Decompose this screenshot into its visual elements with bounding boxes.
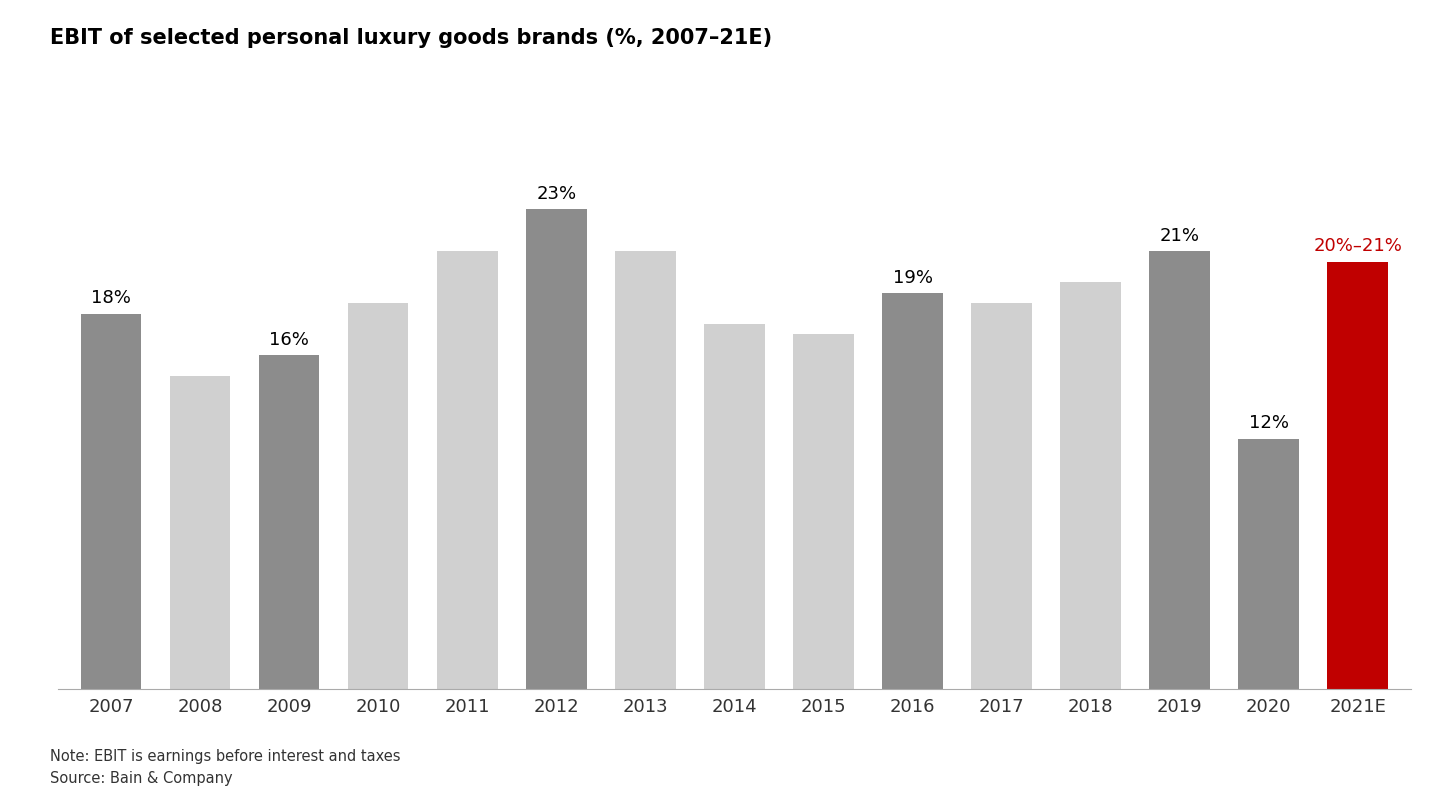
Bar (1060, 283, 1120, 688)
Text: 18%: 18% (91, 289, 131, 307)
Bar (1328, 262, 1388, 688)
Bar (436, 251, 498, 688)
Bar (704, 324, 765, 688)
Bar (1238, 438, 1299, 688)
Bar (81, 313, 141, 688)
Text: 20%–21%: 20%–21% (1313, 237, 1403, 255)
Bar (170, 376, 230, 688)
Bar (259, 356, 320, 688)
Text: 21%: 21% (1159, 227, 1200, 245)
Bar (1149, 251, 1210, 688)
Bar (883, 292, 943, 688)
Bar (526, 210, 586, 688)
Text: 19%: 19% (893, 268, 933, 287)
Bar (793, 335, 854, 688)
Text: 12%: 12% (1248, 414, 1289, 433)
Text: 16%: 16% (269, 331, 310, 349)
Bar (615, 251, 675, 688)
Bar (348, 303, 409, 688)
Text: Source: Bain & Company: Source: Bain & Company (50, 771, 233, 787)
Text: 23%: 23% (536, 185, 576, 203)
Text: Note: EBIT is earnings before interest and taxes: Note: EBIT is earnings before interest a… (50, 749, 400, 765)
Bar (971, 303, 1032, 688)
Text: EBIT of selected personal luxury goods brands (%, 2007–21E): EBIT of selected personal luxury goods b… (50, 28, 772, 49)
